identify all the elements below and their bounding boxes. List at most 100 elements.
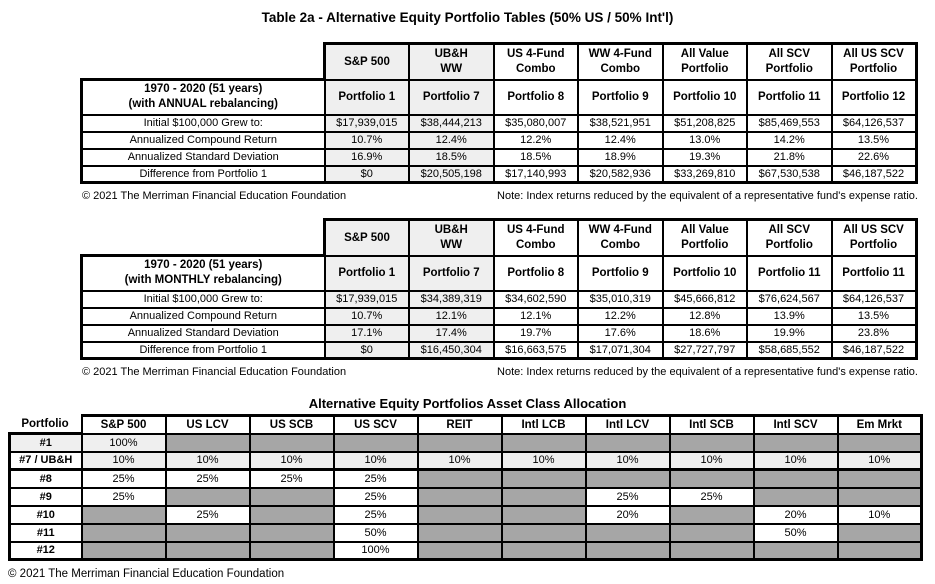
allocation-empty-cell <box>584 522 671 543</box>
metric-value-cell: $17,140,993 <box>492 164 579 184</box>
copyright-text: © 2021 The Merriman Financial Education … <box>82 366 347 378</box>
allocation-empty-cell <box>752 468 839 489</box>
portfolio-header-cell: Portfolio 9 <box>577 78 664 116</box>
portfolio-header-cell: Portfolio 11 <box>746 78 833 116</box>
metric-value-cell: $27,727,797 <box>661 340 748 360</box>
metric-value-cell: $33,269,810 <box>661 164 748 184</box>
allocation-value-cell: 50% <box>752 522 839 543</box>
allocation-value-cell: 10% <box>584 450 671 471</box>
allocation-empty-cell <box>416 522 503 543</box>
portfolio-row-label: #12 <box>8 540 83 561</box>
allocation-empty-cell <box>668 540 755 561</box>
portfolio-header-cell: Portfolio 10 <box>661 254 748 292</box>
metric-value-cell: 12.2% <box>577 306 664 326</box>
allocation-empty-cell <box>836 468 923 489</box>
allocation-empty-cell <box>164 540 251 561</box>
portfolio-header-cell: Portfolio 11 <box>746 254 833 292</box>
page-copyright: © 2021 The Merriman Financial Education … <box>8 568 285 580</box>
allocation-empty-cell <box>584 540 671 561</box>
portfolio-row-label: #7 / UB&H <box>8 450 83 471</box>
allocation-empty-cell <box>836 522 923 543</box>
metric-value-cell: $34,602,590 <box>492 289 579 309</box>
metric-value-cell: $20,505,198 <box>408 164 495 184</box>
asset-class-header-cell: S&P 500 <box>80 414 167 435</box>
fund-header-cell: UB&H WW <box>408 42 495 81</box>
allocation-value-cell: 100% <box>80 432 167 453</box>
portfolio-header-cell: Portfolio 10 <box>661 78 748 116</box>
metric-value-cell: 16.9% <box>323 147 410 167</box>
metric-value-cell: 10.7% <box>323 130 410 150</box>
asset-class-header-cell: Intl LCV <box>584 414 671 435</box>
metric-value-cell: $17,939,015 <box>323 113 410 133</box>
metric-label-cell: Annualized Standard Deviation <box>80 323 326 343</box>
metric-value-cell: 17.4% <box>408 323 495 343</box>
monthly-table-footnote: © 2021 The Merriman Financial Education … <box>82 366 918 378</box>
allocation-value-cell: 25% <box>80 468 167 489</box>
fund-header-cell: All Value Portfolio <box>661 42 748 81</box>
portfolio-row-label: #9 <box>8 486 83 507</box>
allocation-value-cell: 10% <box>164 450 251 471</box>
allocation-value-cell: 25% <box>332 486 419 507</box>
metric-value-cell: $64,126,537 <box>830 113 918 133</box>
allocation-empty-cell <box>164 522 251 543</box>
expense-ratio-note: Note: Index returns reduced by the equiv… <box>497 190 918 202</box>
allocation-empty-cell <box>584 432 671 453</box>
metric-value-cell: 19.3% <box>661 147 748 167</box>
allocation-empty-cell <box>80 504 167 525</box>
period-header-cell: 1970 - 2020 (51 years) (with MONTHLY reb… <box>80 254 326 292</box>
allocation-empty-cell <box>752 486 839 507</box>
metric-value-cell: 13.5% <box>830 130 918 150</box>
metric-label-cell: Annualized Standard Deviation <box>80 147 326 167</box>
allocation-value-cell: 25% <box>80 486 167 507</box>
allocation-empty-cell <box>668 432 755 453</box>
metric-value-cell: $16,450,304 <box>408 340 495 360</box>
metric-label-cell: Initial $100,000 Grew to: <box>80 289 326 309</box>
allocation-empty-cell <box>416 486 503 507</box>
allocation-empty-cell <box>836 432 923 453</box>
metric-value-cell: $67,530,538 <box>746 164 833 184</box>
allocation-value-cell: 25% <box>332 468 419 489</box>
metric-value-cell: 18.6% <box>661 323 748 343</box>
allocation-empty-cell <box>752 432 839 453</box>
allocation-value-cell: 25% <box>248 468 335 489</box>
allocation-value-cell: 100% <box>332 540 419 561</box>
portfolio-header-cell: Portfolio 7 <box>408 254 495 292</box>
period-header-cell: 1970 - 2020 (51 years) (with ANNUAL reba… <box>80 78 326 116</box>
allocation-empty-cell <box>416 540 503 561</box>
allocation-value-cell: 10% <box>416 450 503 471</box>
portfolio-row-label: #1 <box>8 432 83 453</box>
portfolio-row-label: #8 <box>8 468 83 489</box>
allocation-empty-cell <box>416 504 503 525</box>
allocation-empty-cell <box>500 540 587 561</box>
metric-value-cell: $85,469,553 <box>746 113 833 133</box>
metric-value-cell: 12.2% <box>492 130 579 150</box>
allocation-corner-header: Portfolio <box>9 415 82 435</box>
metric-value-cell: 13.5% <box>830 306 918 326</box>
metric-label-cell: Difference from Portfolio 1 <box>80 340 326 360</box>
metric-label-cell: Annualized Compound Return <box>80 130 326 150</box>
metric-value-cell: 13.0% <box>661 130 748 150</box>
allocation-value-cell: 10% <box>836 504 923 525</box>
metric-value-cell: 12.4% <box>577 130 664 150</box>
metric-value-cell: 12.1% <box>408 306 495 326</box>
allocation-empty-cell <box>80 522 167 543</box>
metric-value-cell: 22.6% <box>830 147 918 167</box>
monthly-rebalancing-table: S&P 500 UB&H WW US 4-Fund Combo WW 4-Fund C… <box>80 218 918 360</box>
copyright-text: © 2021 The Merriman Financial Education … <box>82 190 347 202</box>
fund-header-cell: US 4-Fund Combo <box>492 218 579 257</box>
page-title: Table 2a - Alternative Equity Portfolio … <box>261 10 674 25</box>
metric-value-cell: 23.8% <box>830 323 918 343</box>
asset-class-header-cell: Em Mrkt <box>836 414 923 435</box>
portfolio-header-cell: Portfolio 11 <box>830 254 918 292</box>
metric-value-cell: 12.1% <box>492 306 579 326</box>
allocation-empty-cell <box>500 432 587 453</box>
allocation-value-cell: 20% <box>752 504 839 525</box>
fund-header-cell: WW 4-Fund Combo <box>577 42 664 81</box>
metric-value-cell: 10.7% <box>323 306 410 326</box>
metric-value-cell: 14.2% <box>746 130 833 150</box>
allocation-value-cell: 10% <box>248 450 335 471</box>
metric-value-cell: $16,663,575 <box>492 340 579 360</box>
metric-value-cell: $38,444,213 <box>408 113 495 133</box>
portfolio-row-label: #10 <box>8 504 83 525</box>
metric-value-cell: $46,187,522 <box>830 340 918 360</box>
